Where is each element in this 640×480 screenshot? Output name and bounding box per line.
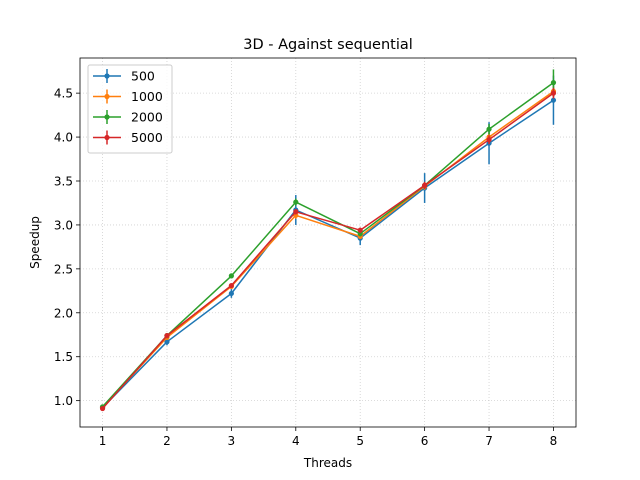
y-tick-label: 3.0 — [54, 218, 73, 232]
series-line — [101, 92, 554, 410]
data-point — [550, 90, 557, 96]
data-point — [164, 333, 170, 339]
y-tick-label: 1.5 — [54, 350, 73, 364]
series-5000 — [99, 87, 557, 412]
data-point — [164, 339, 170, 345]
data-point — [293, 199, 299, 205]
legend-label: 1000 — [131, 89, 163, 104]
chart-title: 3D - Against sequential — [243, 37, 413, 53]
x-axis-title: Threads — [303, 456, 352, 470]
legend-swatch-marker — [104, 93, 110, 100]
legend-swatch-marker — [104, 114, 110, 120]
series-line — [101, 81, 554, 408]
x-tick-label: 3 — [228, 434, 236, 448]
data-point — [486, 126, 492, 132]
data-point — [550, 97, 557, 103]
data-point — [99, 405, 106, 412]
series-line — [101, 90, 554, 409]
legend-label: 5000 — [131, 130, 163, 145]
plot-series — [99, 69, 557, 412]
y-tick-label: 2.0 — [54, 306, 73, 320]
y-tick-label: 4.5 — [54, 87, 73, 101]
y-axis-title: Speedup — [28, 216, 42, 269]
y-tick-label: 4.0 — [54, 131, 73, 145]
x-tick-label: 7 — [485, 434, 493, 448]
y-tick-label: 1.0 — [54, 394, 73, 408]
data-point — [550, 80, 557, 86]
series-line — [101, 99, 554, 409]
axes: 1 2 3 4 5 6 7 8 1.0 1.5 2.0 2.5 3.0 3.5 4.0 4.5 — [54, 87, 557, 448]
y-tick-label: 3.5 — [54, 175, 73, 189]
data-point — [228, 282, 234, 289]
plot-frame — [79, 57, 577, 428]
legend-box — [87, 64, 173, 154]
legend-swatch-marker — [104, 73, 110, 79]
data-point — [422, 182, 428, 188]
x-tick-label: 8 — [550, 434, 558, 448]
data-point — [228, 290, 234, 297]
legend-label: 2000 — [131, 110, 163, 125]
y-tick-label: 2.5 — [54, 262, 73, 276]
data-point — [293, 209, 299, 215]
legend-label: 500 — [131, 69, 155, 84]
data-point — [228, 273, 234, 279]
x-tick-label: 5 — [356, 434, 364, 448]
x-tick-label: 6 — [421, 434, 429, 448]
x-tick-label: 1 — [99, 434, 107, 448]
x-tick-label: 4 — [292, 434, 300, 448]
data-point — [486, 137, 492, 143]
x-tick-label: 2 — [163, 434, 171, 448]
legend: 500 1000 2000 5000 — [87, 64, 173, 154]
data-point — [357, 227, 363, 233]
legend-swatch-marker — [104, 134, 110, 141]
